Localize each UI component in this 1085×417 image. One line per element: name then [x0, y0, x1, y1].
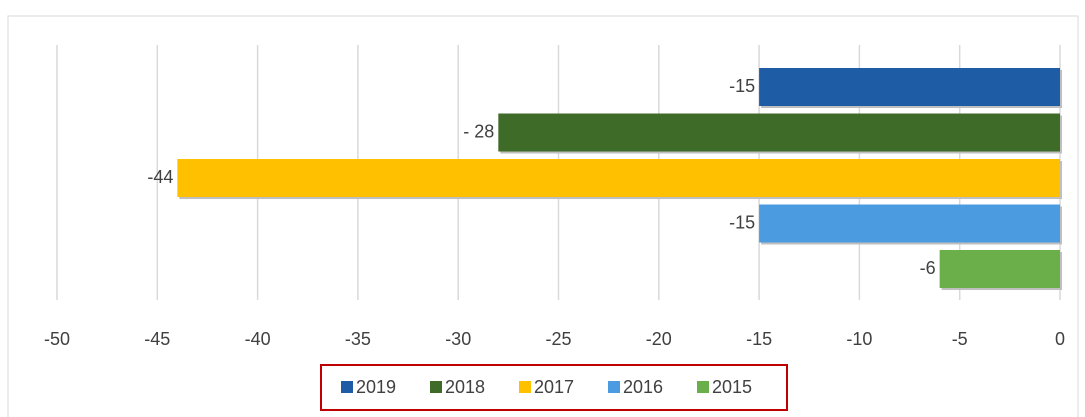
data-label: -6 — [920, 258, 936, 278]
data-label: -15 — [729, 212, 755, 232]
bar — [177, 159, 1061, 197]
x-tick-label: -45 — [144, 329, 170, 349]
x-tick-label: -25 — [545, 329, 571, 349]
x-tick-label: 0 — [1055, 329, 1065, 349]
x-tick-label: -20 — [646, 329, 672, 349]
legend-swatch — [341, 381, 353, 393]
bar — [939, 250, 1060, 288]
bar — [759, 68, 1060, 106]
legend-label: 2017 — [534, 377, 574, 397]
legend-swatch — [697, 381, 709, 393]
x-tick-label: -40 — [245, 329, 271, 349]
data-label: -15 — [729, 76, 755, 96]
x-tick-label: -30 — [445, 329, 471, 349]
x-tick-label: -10 — [846, 329, 872, 349]
bar — [759, 204, 1060, 243]
legend-box — [320, 364, 788, 411]
legend-swatch — [519, 381, 531, 393]
legend-label: 2018 — [445, 377, 485, 397]
data-label: - 28 — [463, 121, 494, 141]
legend-label: 2016 — [623, 377, 663, 397]
x-tick-label: -5 — [952, 329, 968, 349]
legend-label: 2015 — [712, 377, 752, 397]
bar — [498, 113, 1060, 152]
legend-label: 2019 — [356, 377, 396, 397]
data-label: -44 — [147, 167, 173, 187]
x-tick-label: -35 — [345, 329, 371, 349]
x-tick-label: -15 — [746, 329, 772, 349]
legend-swatch — [608, 381, 620, 393]
x-tick-label: -50 — [44, 329, 70, 349]
legend-swatch — [430, 381, 442, 393]
